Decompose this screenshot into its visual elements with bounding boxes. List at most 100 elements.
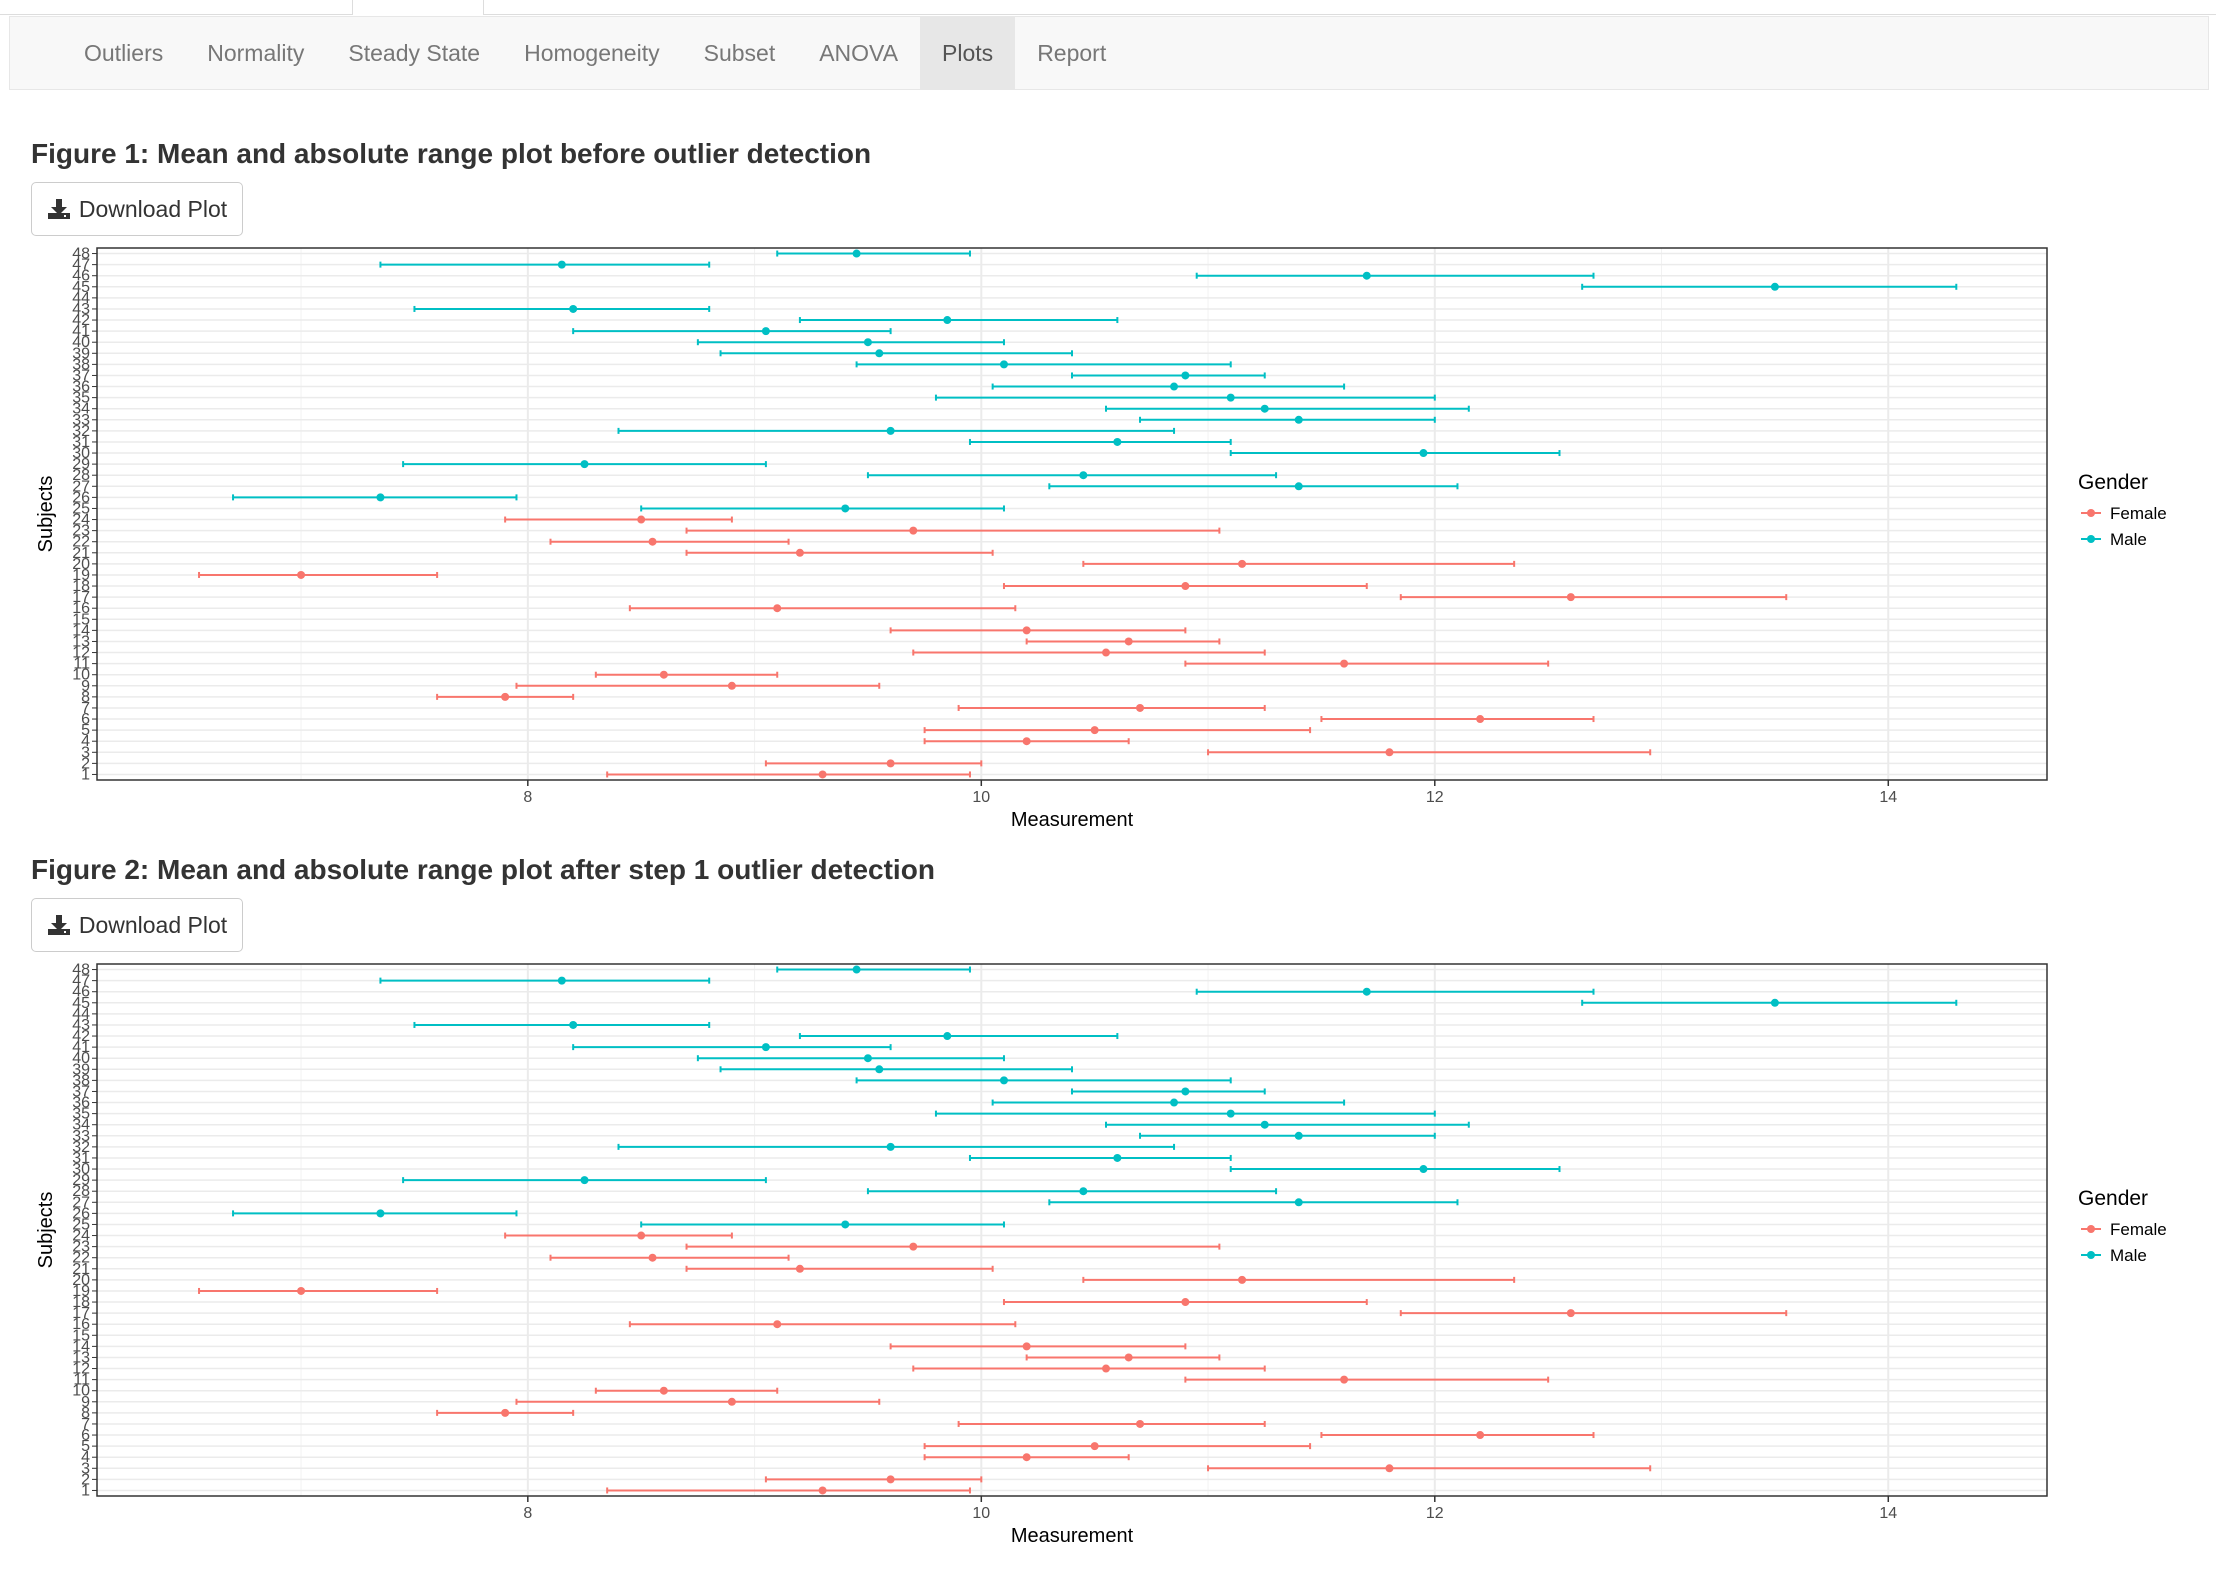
mean-point xyxy=(761,1043,770,1052)
mean-point xyxy=(886,426,895,435)
top-tab-strip xyxy=(0,0,2216,16)
legend-key-point xyxy=(2087,1225,2095,1233)
mean-point xyxy=(818,1486,827,1495)
y-tick-label: 47 xyxy=(72,973,90,990)
y-tick-label: 15 xyxy=(72,611,90,628)
y-tick-label: 16 xyxy=(72,1316,90,1333)
y-tick-label: 45 xyxy=(72,995,90,1012)
mean-point xyxy=(637,515,646,524)
tab-subset[interactable]: Subset xyxy=(703,40,776,66)
y-tick-label: 5 xyxy=(81,722,90,739)
mean-point xyxy=(1181,582,1190,591)
y-tick-label: 8 xyxy=(81,689,90,706)
y-tick-label: 45 xyxy=(72,279,90,296)
y-tick-label: 31 xyxy=(72,1150,90,1167)
mean-point xyxy=(659,670,668,679)
x-tick-label: 14 xyxy=(1879,789,1897,806)
x-tick-label: 10 xyxy=(972,789,990,806)
tab-steady-state[interactable]: Steady State xyxy=(348,40,481,66)
figure-2-plot: 8 10 12 14 1 2 3 4 5 6 7 8 9 10 11 12 13 14 15 16 17 18 19 20 21… xyxy=(30,954,2210,1584)
y-tick-label: 26 xyxy=(72,489,90,506)
mean-point xyxy=(1340,1375,1349,1384)
panel-border xyxy=(96,247,2048,781)
top-tab-stub[interactable] xyxy=(352,0,484,15)
y-tick-label: 9 xyxy=(81,678,90,695)
y-tick-label: 25 xyxy=(72,500,90,517)
mean-point xyxy=(852,249,861,258)
y-tick-label: 16 xyxy=(72,600,90,617)
mean-point xyxy=(1362,271,1371,280)
mean-point xyxy=(1022,737,1031,746)
mean-point xyxy=(727,1397,736,1406)
y-tick-label: 40 xyxy=(72,1050,90,1067)
y-tick-label: 19 xyxy=(72,1283,90,1300)
mean-point xyxy=(1340,659,1349,668)
mean-point xyxy=(841,1220,850,1229)
y-tick-label: 10 xyxy=(72,1383,90,1400)
legend-label: Male xyxy=(2110,1246,2147,1265)
x-tick-label: 12 xyxy=(1426,1505,1444,1522)
y-tick-label: 33 xyxy=(72,412,90,429)
tab-report[interactable]: Report xyxy=(1037,40,1107,66)
legend-label: Female xyxy=(2110,1220,2167,1239)
mean-point xyxy=(569,304,578,313)
y-tick-label: 13 xyxy=(72,1349,90,1366)
y-tick-label: 44 xyxy=(72,1006,90,1023)
mean-point xyxy=(1362,987,1371,996)
y-axis-title: Subjects xyxy=(35,1192,57,1269)
y-tick-label: 27 xyxy=(72,1194,90,1211)
mean-point xyxy=(580,460,589,469)
y-tick-label: 8 xyxy=(81,1405,90,1422)
mean-point xyxy=(943,316,952,325)
y-tick-label: 48 xyxy=(72,962,90,979)
y-tick-label: 41 xyxy=(72,1039,90,1056)
legend-title: Gender xyxy=(2078,1187,2148,1210)
tab-plots[interactable]: Plots xyxy=(920,17,1016,89)
mean-point xyxy=(875,1065,884,1074)
download-plot-2-button[interactable]: Download Plot xyxy=(31,898,243,952)
tab-normality[interactable]: Normality xyxy=(207,40,305,66)
y-tick-label: 47 xyxy=(72,257,90,274)
legend-key-point xyxy=(2087,509,2095,517)
y-tick-label: 22 xyxy=(72,1250,90,1267)
y-tick-label: 24 xyxy=(72,512,90,529)
y-tick-label: 21 xyxy=(72,545,90,562)
mean-point xyxy=(863,338,872,347)
mean-point xyxy=(1476,715,1485,724)
y-tick-label: 10 xyxy=(72,667,90,684)
tab-anova[interactable]: ANOVA xyxy=(819,40,899,66)
mean-point xyxy=(863,1054,872,1063)
nav-tabs: Outliers Normality Steady State Homogene… xyxy=(10,17,2208,89)
mean-point xyxy=(1770,282,1779,291)
mean-point xyxy=(886,1142,895,1151)
download-plot-1-button[interactable]: Download Plot xyxy=(31,182,243,236)
y-tick-label: 11 xyxy=(73,1372,90,1389)
x-tick-label: 14 xyxy=(1879,1505,1897,1522)
legend-key-point xyxy=(2087,1251,2095,1259)
tab-outliers[interactable]: Outliers xyxy=(84,40,164,66)
mean-point xyxy=(648,1253,657,1262)
download-plot-1-label: Download Plot xyxy=(78,195,228,222)
mean-point xyxy=(1770,998,1779,1007)
x-tick-label: 8 xyxy=(523,789,532,806)
y-tick-label: 17 xyxy=(72,1305,90,1322)
y-tick-label: 24 xyxy=(72,1228,90,1245)
mean-point xyxy=(886,1475,895,1484)
y-tick-label: 6 xyxy=(81,1427,90,1444)
y-tick-label: 33 xyxy=(72,1128,90,1145)
y-tick-label: 39 xyxy=(72,345,90,362)
mean-point xyxy=(761,327,770,336)
mean-point xyxy=(648,537,657,546)
y-tick-label: 2 xyxy=(81,1471,90,1488)
y-tick-label: 17 xyxy=(72,589,90,606)
mean-point xyxy=(875,349,884,358)
mean-point xyxy=(1079,1187,1088,1196)
mean-point xyxy=(297,1286,306,1295)
y-tick-label: 28 xyxy=(72,1183,90,1200)
y-tick-label: 28 xyxy=(72,467,90,484)
y-tick-label: 29 xyxy=(72,1172,90,1189)
figure-1-chart-svg: 8 10 12 14123456789101112131415161718192021… xyxy=(35,246,2167,831)
y-tick-label: 23 xyxy=(72,1239,90,1256)
tab-homogeneity[interactable]: Homogeneity xyxy=(524,40,660,66)
mean-point xyxy=(1181,371,1190,380)
